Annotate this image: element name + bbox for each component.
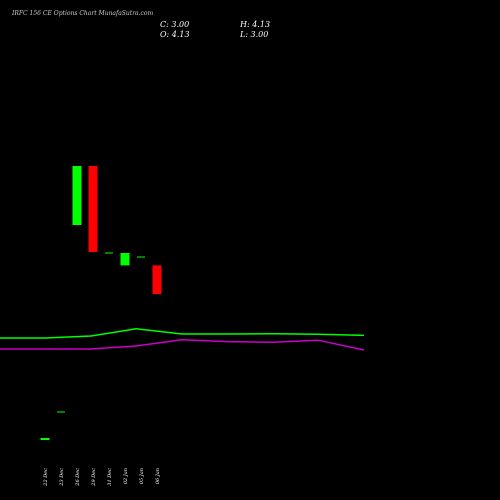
open-value: O: 4.13 [160,30,190,39]
x-tick-label: 26 Dec [75,468,81,487]
candle-3 [72,166,82,225]
candle-6 [120,253,130,266]
x-tick-label: 05 Jan [139,468,145,484]
x-tick-label: 29 Dec [91,468,97,487]
close-value: C: 3.00 [160,20,190,29]
chart-title: IRFC 156 CE Options Chart MunafaSutra.co… [12,10,154,17]
candle-7 [137,256,145,258]
candle-1 [40,438,50,440]
candle-8 [152,265,162,294]
x-tick-label: 06 Jan [155,468,161,484]
x-tick-label: 02 Jan [123,468,129,484]
candle-2 [57,411,65,413]
indicator-line-1 [0,328,365,339]
indicator-line-2 [0,339,365,351]
x-tick-label: 31 Dec [107,468,113,486]
candle-5 [105,252,113,254]
low-value: L: 3.00 [240,30,269,39]
candle-4 [88,166,98,252]
high-value: H: 4.13 [240,20,271,29]
x-tick-label: 22 Dec [43,468,49,487]
x-tick-label: 23 Dec [59,468,65,487]
